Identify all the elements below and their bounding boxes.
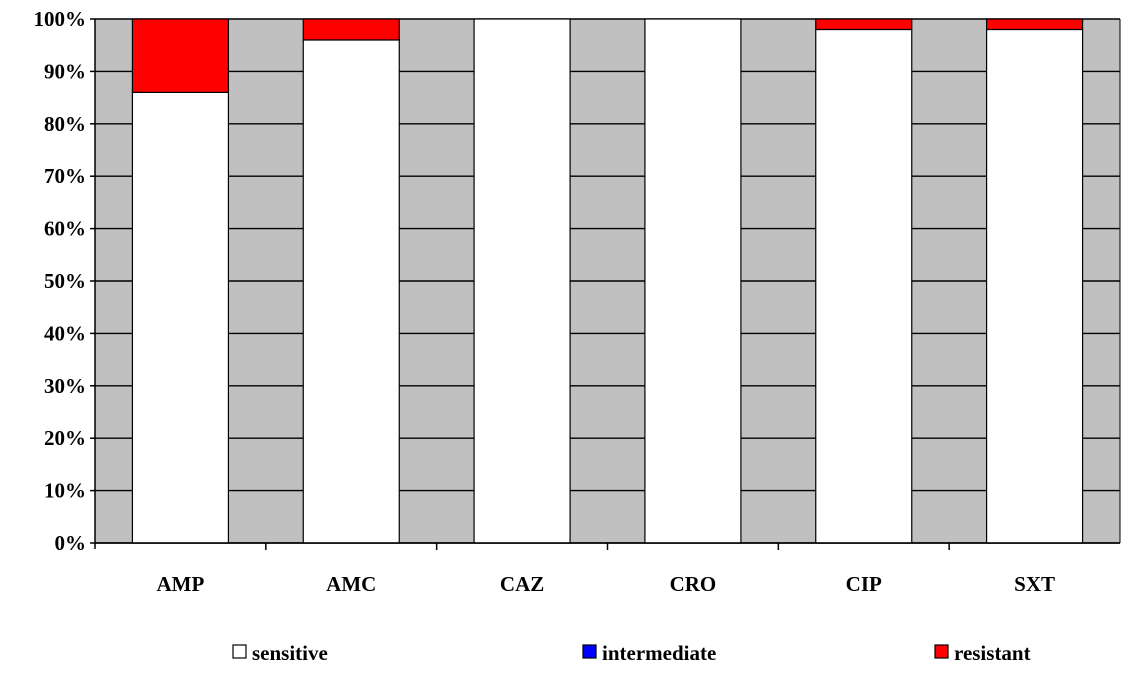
axes [90, 18, 1121, 550]
bar-cro-sensitive [644, 18, 742, 544]
bar-caz-sensitive [473, 18, 571, 544]
y-tick-label: 60% [44, 217, 86, 241]
bar-sxt-resistant [985, 18, 1084, 31]
x-tick-label: CIP [846, 572, 882, 596]
y-tick-label: 70% [44, 164, 86, 188]
bar-cip-sensitive [815, 28, 913, 544]
bar-amc-sensitive [302, 39, 400, 544]
gridlines [95, 18, 1120, 544]
y-tick-label: 30% [44, 374, 86, 398]
bar-amc-resistant [302, 18, 400, 41]
y-tick-label: 90% [44, 59, 86, 83]
x-axis-ticks: AMP AMC CAZ CRO CIP SXT [157, 572, 1056, 596]
legend-label-intermediate: intermediate [602, 641, 716, 665]
y-tick-label: 50% [44, 269, 86, 293]
x-tick-label: CRO [670, 572, 717, 596]
legend-label-sensitive: sensitive [252, 641, 328, 665]
y-tick-label: 100% [34, 7, 87, 31]
x-tick-label: CAZ [500, 572, 544, 596]
legend-swatch-resistant [934, 644, 949, 659]
x-tick-label: AMC [326, 572, 376, 596]
legend: sensitive intermediate resistant [232, 641, 1031, 665]
x-tick-label: SXT [1014, 572, 1055, 596]
y-tick-label: 0% [55, 531, 87, 555]
bar-cip-resistant [815, 18, 913, 31]
y-tick-label: 80% [44, 112, 86, 136]
bars [131, 18, 1084, 544]
x-tick-label: AMP [157, 572, 205, 596]
y-tick-label: 40% [44, 321, 86, 345]
legend-swatch-intermediate [582, 644, 597, 659]
legend-label-resistant: resistant [954, 641, 1031, 665]
y-tick-label: 20% [44, 426, 86, 450]
y-tick-label: 10% [44, 479, 86, 503]
bar-amp-sensitive [131, 91, 230, 544]
y-axis-ticks: 0% 10% 20% 30% 40% 50% 60% 70% 80% 90% 100% [34, 7, 87, 555]
bar-amp-resistant [131, 18, 230, 93]
legend-swatch-sensitive [232, 644, 247, 659]
bar-sxt-sensitive [985, 28, 1084, 544]
